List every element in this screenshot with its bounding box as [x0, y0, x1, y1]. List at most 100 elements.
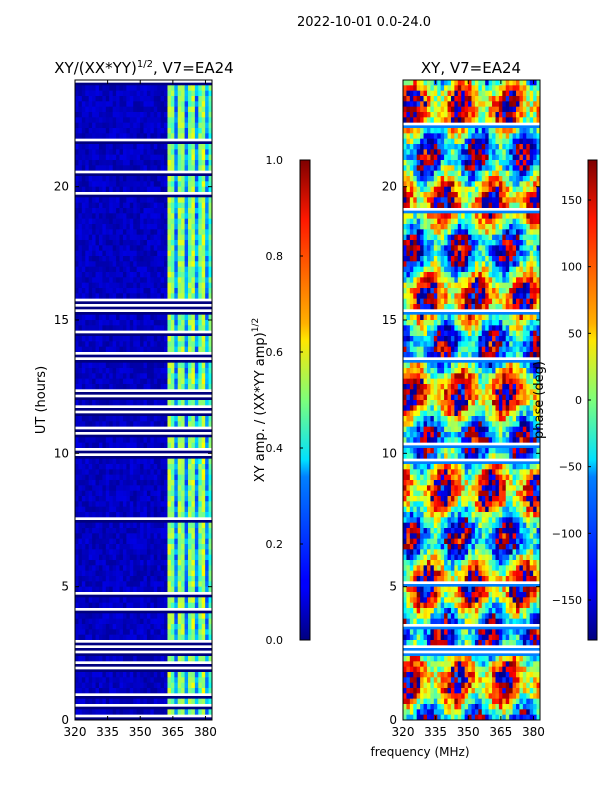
left-heat-cell: [157, 613, 162, 620]
left-heat-cell: [126, 528, 131, 534]
left-heat-cell: [78, 362, 83, 369]
left-heat-cell: [170, 256, 175, 262]
right-heat-cell: [464, 192, 469, 198]
left-heat-cell: [75, 581, 79, 588]
right-heat-cell: [461, 224, 466, 230]
left-heat-cell: [184, 656, 189, 662]
left-heat-cell: [157, 85, 162, 92]
left-heat-cell: [133, 96, 138, 102]
right-heat-cell: [430, 224, 435, 230]
left-heat-cell: [129, 586, 134, 593]
left-heat-cell: [181, 122, 185, 129]
right-heat-cell: [516, 101, 520, 108]
left-heat-cell: [95, 266, 100, 273]
left-heat-cell: [164, 629, 168, 636]
right-heat-cell: [512, 165, 517, 172]
right-heat-cell: [474, 160, 479, 166]
left-heat-cell: [116, 90, 120, 97]
left-heat-cell: [174, 320, 179, 326]
left-heat-cell: [75, 506, 79, 513]
left-heat-cell: [122, 602, 127, 609]
left-heat-cell: [188, 272, 192, 278]
left-heat-cell: [140, 576, 144, 582]
left-heat-cell: [116, 261, 120, 268]
left-heat-cell: [157, 485, 162, 492]
right-heat-cell: [519, 101, 524, 108]
right-heat-cell: [526, 181, 531, 188]
left-heat-cell: [157, 709, 162, 716]
right-heat-cell: [474, 176, 479, 182]
left-heat-cell: [85, 149, 90, 156]
left-heat-cell: [184, 250, 189, 257]
left-heat-cell: [174, 144, 179, 150]
left-heat-cell: [174, 186, 179, 193]
right-heat-cell: [519, 90, 524, 97]
left-heat-cell: [136, 202, 141, 209]
left-heat-cell: [191, 213, 196, 220]
right-heat-cell: [512, 80, 517, 86]
left-heat-cell: [116, 293, 120, 300]
left-heat-cell: [191, 682, 196, 689]
right-heat-cell: [403, 192, 407, 198]
left-heat-cell: [188, 464, 192, 470]
left-heat-cell: [136, 688, 141, 694]
left-heat-cell: [184, 677, 189, 684]
left-heat-cell: [129, 224, 134, 230]
left-heat-cell: [95, 458, 100, 465]
left-heat-cell: [174, 346, 179, 353]
right-heat-cell: [529, 138, 534, 145]
left-heat-cell: [112, 336, 117, 342]
right-heat-cell: [505, 133, 510, 140]
left-heat-cell: [105, 282, 110, 289]
left-heat-cell: [92, 490, 96, 497]
left-heat-cell: [75, 416, 79, 422]
left-heat-cell: [140, 373, 144, 380]
left-heat-cell: [177, 688, 182, 694]
left-heat-cell: [133, 154, 138, 161]
left-heat-cell: [81, 442, 86, 449]
left-heat-cell: [95, 128, 100, 134]
left-heat-cell: [122, 442, 127, 449]
right-heat-cell: [420, 133, 424, 140]
left-heat-cell: [194, 325, 199, 332]
left-heat-cell: [75, 144, 79, 150]
left-heat-cell: [126, 85, 131, 92]
left-heat-cell: [146, 528, 151, 534]
left-heat-cell: [143, 677, 148, 684]
left-heat-cell: [170, 586, 175, 593]
left-heat-cell: [136, 597, 141, 604]
left-heat-cell: [184, 272, 189, 278]
left-heat-cell: [205, 490, 209, 497]
left-heat-cell: [157, 186, 162, 193]
left-heat-cell: [116, 613, 120, 620]
right-heat-cell: [406, 160, 411, 166]
left-heat-cell: [126, 597, 131, 604]
left-heat-cell: [122, 250, 127, 257]
right-heat-cell: [485, 144, 490, 150]
right-heat-cell: [529, 80, 534, 86]
right-heat-cell: [464, 181, 469, 188]
left-flagged-row: [75, 448, 212, 451]
left-heat-cell: [133, 565, 138, 572]
left-heat-cell: [95, 421, 100, 428]
left-heat-cell: [85, 544, 90, 550]
left-heat-cell: [194, 464, 199, 470]
left-heat-cell: [188, 378, 192, 385]
left-heat-cell: [88, 256, 93, 262]
left-heat-cell: [160, 234, 165, 241]
right-heat-cell: [505, 85, 510, 92]
left-heat-cell: [177, 576, 182, 582]
left-heat-cell: [201, 384, 206, 390]
right-heat-cell: [426, 117, 431, 124]
left-colorbar-ticks: 0.00.20.40.60.81.0: [266, 154, 303, 647]
left-heat-cell: [146, 336, 151, 342]
right-heat-cell: [409, 256, 414, 262]
left-heat-cell: [95, 229, 100, 236]
left-heat-cell: [181, 400, 185, 406]
right-heat-cell: [471, 80, 476, 86]
right-heat-cell: [509, 213, 513, 220]
left-heat-cell: [181, 112, 185, 118]
left-heat-cell: [122, 282, 127, 289]
left-heat-cell: [198, 154, 203, 161]
right-heat-cell: [461, 202, 466, 209]
